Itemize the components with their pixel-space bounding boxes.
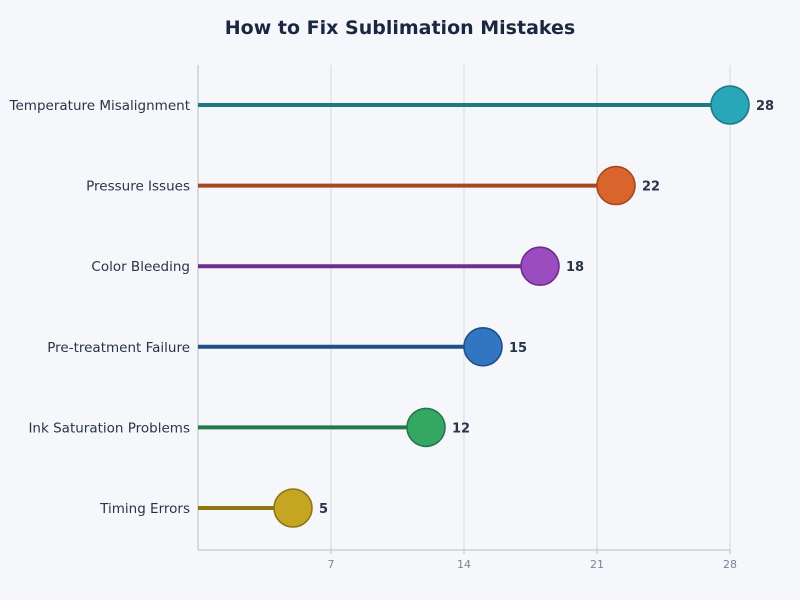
category-label: Color Bleeding (91, 259, 190, 275)
lollipop-point (273, 488, 313, 528)
lollipop-point (596, 165, 636, 206)
grid-lines (330, 65, 731, 550)
value-label: 12 (452, 421, 470, 436)
lollipop-point (710, 85, 750, 125)
value-label: 28 (756, 99, 774, 114)
value-label: 15 (509, 341, 527, 356)
value-label: 22 (642, 180, 660, 195)
category-label: Timing Errors (99, 501, 190, 517)
x-tick-label: 28 (723, 558, 737, 571)
category-label: Temperature Misalignment (9, 98, 190, 114)
x-axis-ticks: 7 14 21 28 (328, 550, 737, 571)
chart-title: How to Fix Sublimation Mistakes (225, 17, 575, 39)
value-label: 18 (566, 260, 584, 275)
value-label: 5 (319, 502, 328, 517)
x-tick-label: 21 (590, 558, 604, 571)
lollipop-marks (198, 85, 750, 528)
lollipop-point (406, 407, 446, 448)
lollipop-point (520, 246, 560, 287)
labels: Temperature Misalignment 28 Pressure Issue… (9, 98, 775, 517)
category-label: Pre-treatment Failure (47, 340, 190, 356)
x-tick-label: 14 (457, 558, 471, 571)
category-label: Ink Saturation Problems (28, 420, 190, 436)
x-tick-label: 7 (328, 558, 335, 571)
lollipop-point (463, 326, 503, 367)
category-label: Pressure Issues (86, 179, 190, 195)
